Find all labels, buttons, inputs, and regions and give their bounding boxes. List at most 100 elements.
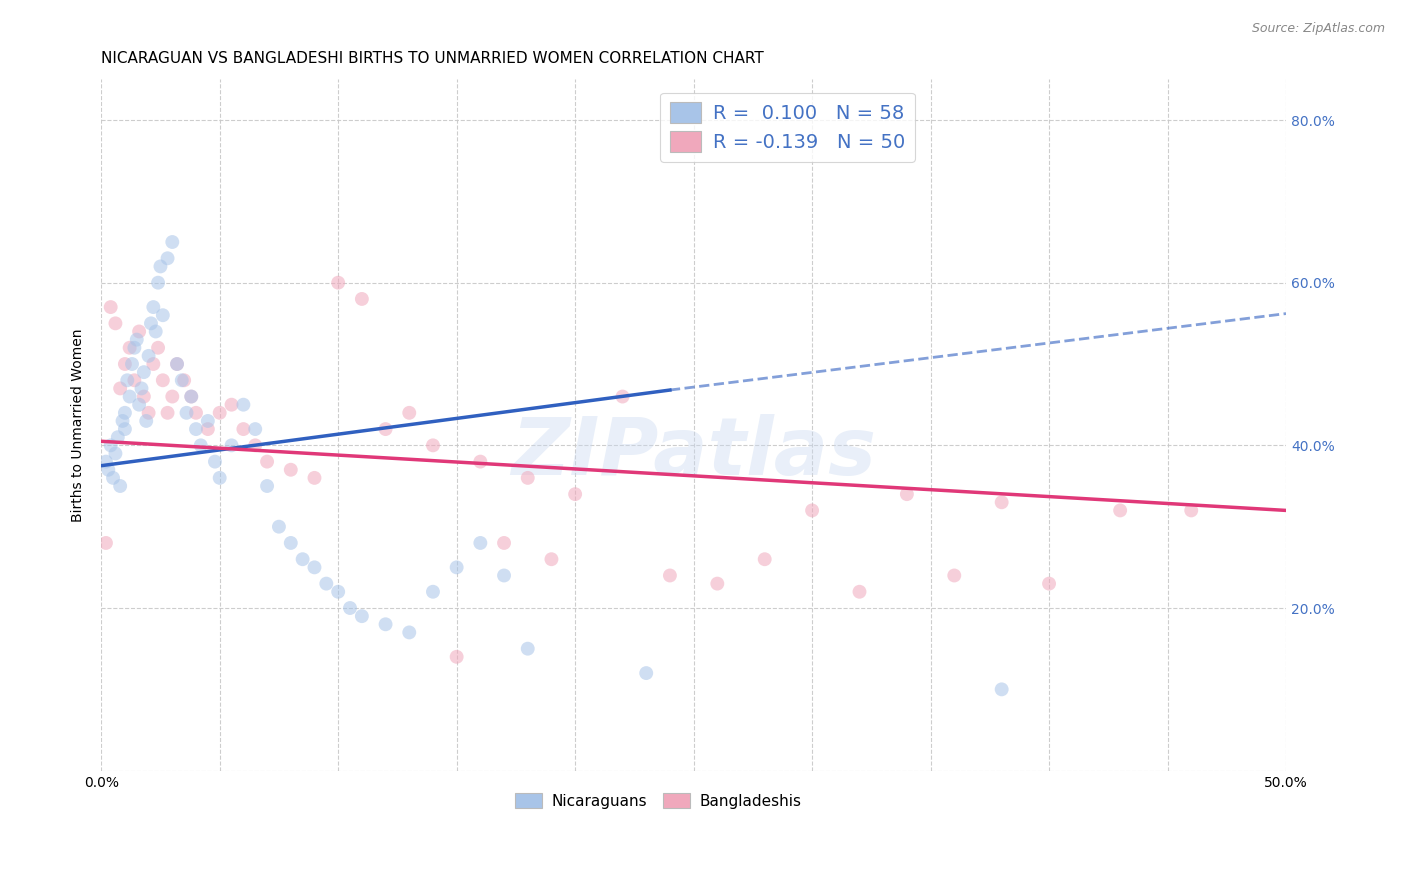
Point <box>492 536 515 550</box>
Point <box>114 357 136 371</box>
Text: Source: ZipAtlas.com: Source: ZipAtlas.com <box>1251 22 1385 36</box>
Point <box>138 406 160 420</box>
Point <box>422 438 444 452</box>
Point <box>180 390 202 404</box>
Point <box>267 519 290 533</box>
Point <box>170 373 193 387</box>
Point <box>801 503 824 517</box>
Point <box>291 552 314 566</box>
Point <box>328 584 350 599</box>
Point <box>104 316 127 330</box>
Point <box>156 252 179 266</box>
Point <box>232 398 254 412</box>
Point <box>612 390 634 404</box>
Point <box>156 406 179 420</box>
Point <box>516 641 538 656</box>
Point <box>350 292 373 306</box>
Point <box>142 357 165 371</box>
Point <box>350 609 373 624</box>
Point <box>100 300 122 314</box>
Text: ZIPatlas: ZIPatlas <box>512 414 876 491</box>
Point <box>304 560 326 574</box>
Point <box>117 373 139 387</box>
Point <box>280 536 302 550</box>
Point <box>139 316 162 330</box>
Point <box>221 398 243 412</box>
Point <box>104 446 127 460</box>
Point <box>1109 503 1132 517</box>
Y-axis label: Births to Unmarried Women: Births to Unmarried Women <box>72 328 86 522</box>
Point <box>118 341 141 355</box>
Point <box>848 584 870 599</box>
Point <box>124 373 146 387</box>
Point <box>446 649 468 664</box>
Point <box>304 471 326 485</box>
Point <box>1180 503 1202 517</box>
Point <box>138 349 160 363</box>
Point <box>245 422 267 436</box>
Point <box>152 373 174 387</box>
Point <box>374 617 396 632</box>
Point <box>118 390 141 404</box>
Point <box>142 300 165 314</box>
Text: NICARAGUAN VS BANGLADESHI BIRTHS TO UNMARRIED WOMEN CORRELATION CHART: NICARAGUAN VS BANGLADESHI BIRTHS TO UNMA… <box>101 51 763 66</box>
Point <box>943 568 966 582</box>
Point <box>398 625 420 640</box>
Point <box>173 373 195 387</box>
Point <box>107 430 129 444</box>
Point <box>204 455 226 469</box>
Point <box>128 325 150 339</box>
Point <box>149 260 172 274</box>
Point <box>990 495 1012 509</box>
Point <box>152 308 174 322</box>
Point <box>184 422 207 436</box>
Point <box>208 471 231 485</box>
Point <box>398 406 420 420</box>
Point <box>190 438 212 452</box>
Point <box>339 601 361 615</box>
Point <box>128 398 150 412</box>
Point <box>706 576 728 591</box>
Point <box>422 584 444 599</box>
Point <box>328 276 350 290</box>
Point <box>108 479 131 493</box>
Point <box>1038 576 1060 591</box>
Point <box>516 471 538 485</box>
Point <box>208 406 231 420</box>
Point <box>184 406 207 420</box>
Point <box>94 455 117 469</box>
Point <box>135 414 157 428</box>
Point <box>166 357 188 371</box>
Point <box>124 341 146 355</box>
Point <box>145 325 167 339</box>
Point <box>101 471 124 485</box>
Point <box>256 479 278 493</box>
Point <box>180 390 202 404</box>
Point <box>108 381 131 395</box>
Point <box>470 536 492 550</box>
Legend: Nicaraguans, Bangladeshis: Nicaraguans, Bangladeshis <box>509 787 807 815</box>
Point <box>100 438 122 452</box>
Point <box>114 422 136 436</box>
Point <box>540 552 562 566</box>
Point <box>132 390 155 404</box>
Point <box>197 414 219 428</box>
Point <box>315 576 337 591</box>
Point <box>131 381 153 395</box>
Point <box>754 552 776 566</box>
Point <box>245 438 267 452</box>
Point <box>166 357 188 371</box>
Point <box>280 463 302 477</box>
Point <box>111 414 134 428</box>
Point <box>492 568 515 582</box>
Point <box>636 666 658 681</box>
Point <box>97 463 120 477</box>
Point <box>121 357 143 371</box>
Point <box>990 682 1012 697</box>
Point <box>256 455 278 469</box>
Point <box>197 422 219 436</box>
Point <box>146 276 169 290</box>
Point <box>374 422 396 436</box>
Point <box>176 406 198 420</box>
Point <box>125 333 148 347</box>
